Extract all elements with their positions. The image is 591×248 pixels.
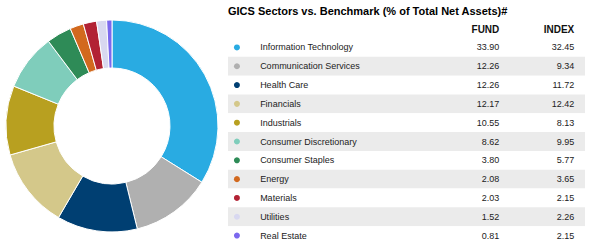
svg-text:Materials: Materials — [260, 193, 297, 203]
svg-text:8.62: 8.62 — [482, 137, 500, 147]
svg-text:5.77: 5.77 — [557, 155, 575, 165]
svg-text:12.26: 12.26 — [477, 80, 500, 90]
svg-text:3.65: 3.65 — [557, 174, 575, 184]
svg-text:10.55: 10.55 — [477, 118, 500, 128]
svg-text:Utilities: Utilities — [260, 212, 290, 222]
svg-text:2.08: 2.08 — [482, 174, 500, 184]
svg-text:Energy: Energy — [260, 174, 289, 184]
svg-text:Financials: Financials — [260, 99, 301, 109]
svg-text:2.03: 2.03 — [482, 193, 500, 203]
svg-text:Consumer Discretionary: Consumer Discretionary — [260, 137, 357, 147]
svg-text:8.13: 8.13 — [557, 118, 575, 128]
svg-text:Communication Services: Communication Services — [260, 61, 360, 71]
svg-text:GICS Sectors vs. Benchmark (%: GICS Sectors vs. Benchmark (% of Total N… — [228, 5, 507, 17]
svg-text:2.15: 2.15 — [557, 231, 575, 241]
svg-text:2.26: 2.26 — [557, 212, 575, 222]
svg-text:12.42: 12.42 — [552, 99, 575, 109]
svg-text:11.72: 11.72 — [552, 80, 574, 90]
svg-text:9.34: 9.34 — [557, 61, 575, 71]
svg-text:32.45: 32.45 — [552, 42, 575, 52]
svg-text:12.17: 12.17 — [477, 99, 500, 109]
svg-text:0.81: 0.81 — [482, 231, 500, 241]
svg-text:Consumer Staples: Consumer Staples — [260, 155, 335, 165]
svg-text:Information Technology: Information Technology — [260, 42, 353, 52]
svg-text:INDEX: INDEX — [544, 24, 575, 35]
svg-text:12.26: 12.26 — [477, 61, 500, 71]
svg-text:Health Care: Health Care — [260, 80, 308, 90]
svg-text:9.95: 9.95 — [557, 137, 575, 147]
svg-text:FUND: FUND — [472, 24, 500, 35]
svg-text:Industrials: Industrials — [260, 118, 302, 128]
svg-text:3.80: 3.80 — [482, 155, 500, 165]
svg-text:1.52: 1.52 — [482, 212, 500, 222]
svg-text:33.90: 33.90 — [477, 42, 500, 52]
svg-text:Real Estate: Real Estate — [260, 231, 307, 241]
svg-text:2.15: 2.15 — [557, 193, 575, 203]
